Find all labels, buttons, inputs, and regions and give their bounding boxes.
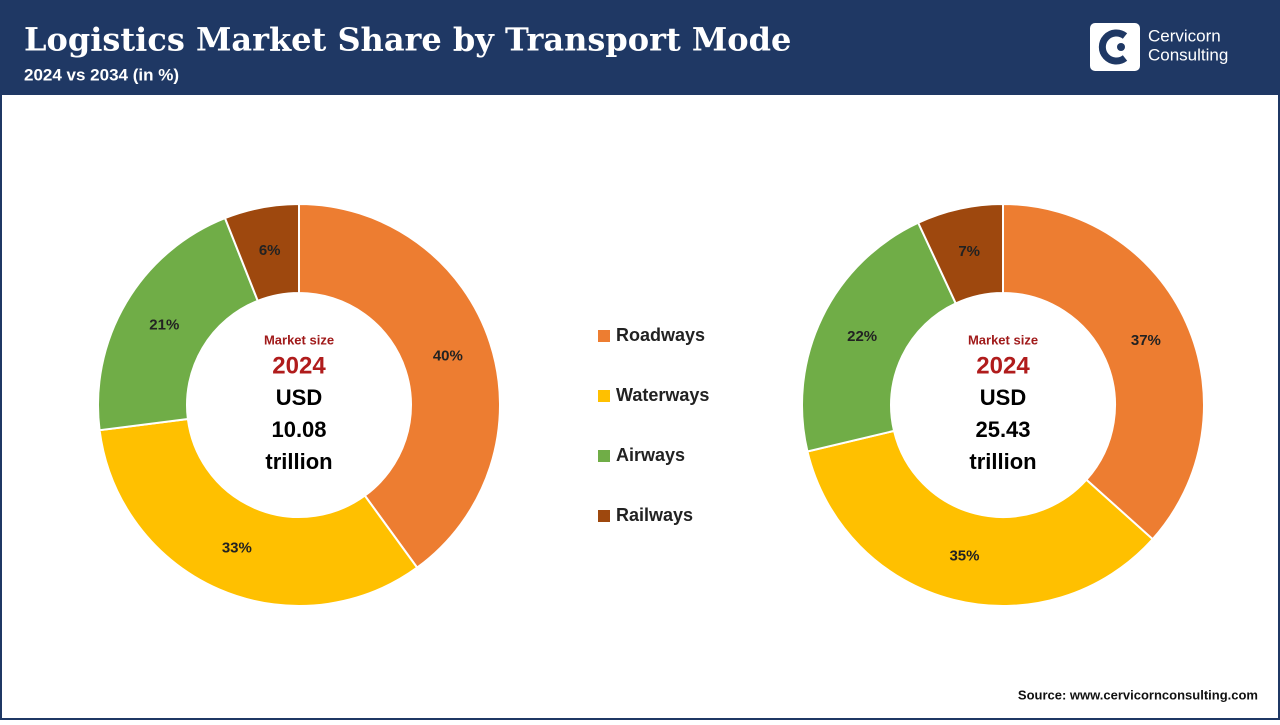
data-label: 37% (1131, 332, 1161, 349)
center-text: Market size (968, 332, 1038, 347)
center-text: 25.43 (975, 417, 1030, 442)
center-text: 10.08 (271, 417, 326, 442)
donut-segment (97, 216, 260, 432)
center-text: USD (276, 385, 322, 410)
chart-subtitle: 2024 vs 2034 (in %) (24, 65, 179, 84)
chart-title: Logistics Market Share by Transport Mode (24, 21, 791, 59)
legend-swatch (598, 390, 610, 402)
data-label: 21% (149, 316, 179, 333)
data-label: 35% (949, 548, 979, 565)
data-label: 6% (259, 242, 281, 259)
center-text: Market size (264, 332, 334, 347)
logo-text: Cervicorn (1148, 26, 1221, 45)
data-label: 7% (958, 243, 980, 260)
logo-dot (1117, 43, 1125, 51)
legend-swatch (598, 330, 610, 342)
source: Source: www.cervicornconsulting.com (1018, 687, 1258, 702)
legend-label: Waterways (616, 385, 709, 405)
donut-segment (223, 202, 300, 303)
center-text: 2024 (976, 352, 1030, 379)
donut-segment (801, 221, 958, 453)
logo-icon (1090, 23, 1140, 71)
data-label: 22% (847, 328, 877, 345)
donut-segment (916, 202, 1004, 305)
legend-label: Railways (616, 505, 693, 525)
center-text: trillion (969, 449, 1036, 474)
header-band (0, 0, 1280, 95)
donut-segment (806, 429, 1155, 607)
legend-swatch (598, 450, 610, 462)
legend-swatch (598, 510, 610, 522)
donut-segment (1002, 202, 1205, 541)
donut-segment (98, 417, 419, 607)
logo-text: Consulting (1148, 45, 1228, 64)
legend-label: Airways (616, 445, 685, 465)
data-label: 33% (222, 540, 252, 557)
data-label: 40% (433, 348, 463, 365)
center-text: 2024 (272, 352, 326, 379)
center-text: trillion (265, 449, 332, 474)
center-text: USD (980, 385, 1026, 410)
logo-mark (1098, 29, 1128, 65)
donut-segment (298, 202, 501, 570)
legend-label: Roadways (616, 325, 705, 345)
